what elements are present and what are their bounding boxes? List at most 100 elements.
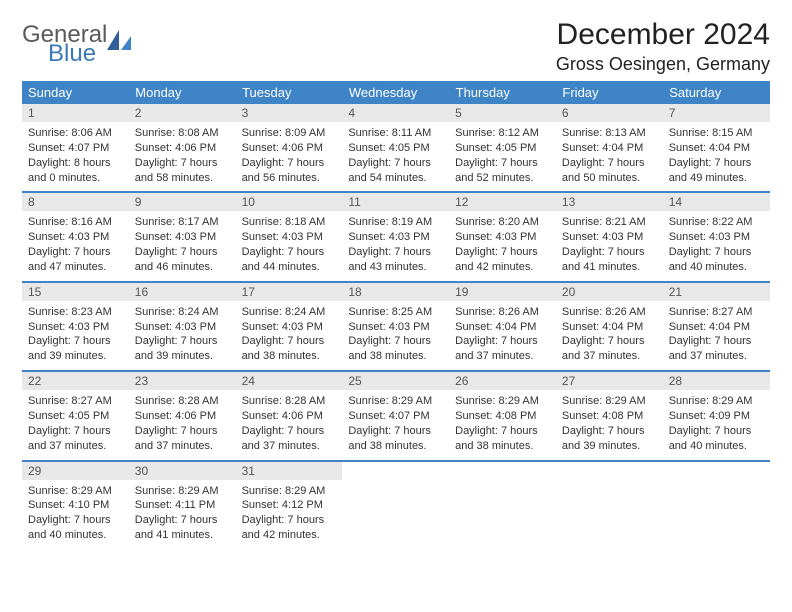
day-number: 23 xyxy=(129,372,236,390)
daylight-line2: and 39 minutes. xyxy=(28,349,123,364)
day-info: Sunrise: 8:29 AMSunset: 4:09 PMDaylight:… xyxy=(663,390,770,459)
sunset: Sunset: 4:03 PM xyxy=(242,230,337,245)
sunrise: Sunrise: 8:29 AM xyxy=(669,394,764,409)
sunrise: Sunrise: 8:29 AM xyxy=(28,484,123,499)
day-info: Sunrise: 8:28 AMSunset: 4:06 PMDaylight:… xyxy=(236,390,343,459)
daylight-line1: Daylight: 7 hours xyxy=(669,334,764,349)
day-info: Sunrise: 8:19 AMSunset: 4:03 PMDaylight:… xyxy=(342,211,449,280)
sunrise: Sunrise: 8:29 AM xyxy=(348,394,443,409)
daylight-line1: Daylight: 7 hours xyxy=(669,156,764,171)
sunset: Sunset: 4:03 PM xyxy=(28,320,123,335)
dow-thursday: Thursday xyxy=(449,81,556,104)
daylight-line1: Daylight: 7 hours xyxy=(455,424,550,439)
sunset: Sunset: 4:03 PM xyxy=(135,230,230,245)
day-number: 25 xyxy=(342,372,449,390)
sunrise: Sunrise: 8:28 AM xyxy=(135,394,230,409)
day-cell: 29Sunrise: 8:29 AMSunset: 4:10 PMDayligh… xyxy=(22,461,129,549)
daylight-line2: and 37 minutes. xyxy=(562,349,657,364)
daylight-line1: Daylight: 7 hours xyxy=(562,424,657,439)
sunrise: Sunrise: 8:29 AM xyxy=(562,394,657,409)
day-cell: 26Sunrise: 8:29 AMSunset: 4:08 PMDayligh… xyxy=(449,371,556,460)
week-row: 22Sunrise: 8:27 AMSunset: 4:05 PMDayligh… xyxy=(22,371,770,460)
day-number: 28 xyxy=(663,372,770,390)
day-cell: 31Sunrise: 8:29 AMSunset: 4:12 PMDayligh… xyxy=(236,461,343,549)
day-info: Sunrise: 8:06 AMSunset: 4:07 PMDaylight:… xyxy=(22,122,129,191)
week-row: 1Sunrise: 8:06 AMSunset: 4:07 PMDaylight… xyxy=(22,104,770,192)
day-number: 20 xyxy=(556,283,663,301)
daylight-line1: Daylight: 7 hours xyxy=(669,424,764,439)
daylight-line1: Daylight: 7 hours xyxy=(135,245,230,260)
day-cell: 18Sunrise: 8:25 AMSunset: 4:03 PMDayligh… xyxy=(342,282,449,371)
daylight-line2: and 37 minutes. xyxy=(28,439,123,454)
sunrise: Sunrise: 8:24 AM xyxy=(242,305,337,320)
sunrise: Sunrise: 8:21 AM xyxy=(562,215,657,230)
day-info: Sunrise: 8:24 AMSunset: 4:03 PMDaylight:… xyxy=(236,301,343,370)
daylight-line2: and 46 minutes. xyxy=(135,260,230,275)
day-info: Sunrise: 8:25 AMSunset: 4:03 PMDaylight:… xyxy=(342,301,449,370)
day-number: 15 xyxy=(22,283,129,301)
dow-wednesday: Wednesday xyxy=(342,81,449,104)
sunset: Sunset: 4:06 PM xyxy=(135,409,230,424)
dow-row: Sunday Monday Tuesday Wednesday Thursday… xyxy=(22,81,770,104)
day-number: 2 xyxy=(129,104,236,122)
daylight-line1: Daylight: 7 hours xyxy=(348,156,443,171)
daylight-line2: and 42 minutes. xyxy=(242,528,337,543)
day-number: 24 xyxy=(236,372,343,390)
day-cell: 24Sunrise: 8:28 AMSunset: 4:06 PMDayligh… xyxy=(236,371,343,460)
day-number: 4 xyxy=(342,104,449,122)
day-number: 27 xyxy=(556,372,663,390)
day-info: Sunrise: 8:21 AMSunset: 4:03 PMDaylight:… xyxy=(556,211,663,280)
daylight-line1: Daylight: 7 hours xyxy=(562,156,657,171)
day-cell: 15Sunrise: 8:23 AMSunset: 4:03 PMDayligh… xyxy=(22,282,129,371)
month-title: December 2024 xyxy=(556,18,770,52)
day-cell: 11Sunrise: 8:19 AMSunset: 4:03 PMDayligh… xyxy=(342,192,449,281)
daylight-line1: Daylight: 7 hours xyxy=(242,245,337,260)
day-cell: 17Sunrise: 8:24 AMSunset: 4:03 PMDayligh… xyxy=(236,282,343,371)
daylight-line1: Daylight: 7 hours xyxy=(348,245,443,260)
day-cell: 1Sunrise: 8:06 AMSunset: 4:07 PMDaylight… xyxy=(22,104,129,192)
day-number: 31 xyxy=(236,462,343,480)
sunset: Sunset: 4:11 PM xyxy=(135,498,230,513)
daylight-line1: Daylight: 7 hours xyxy=(562,245,657,260)
day-number: 1 xyxy=(22,104,129,122)
daylight-line2: and 37 minutes. xyxy=(669,349,764,364)
daylight-line2: and 40 minutes. xyxy=(669,260,764,275)
daylight-line2: and 38 minutes. xyxy=(348,349,443,364)
day-cell: 30Sunrise: 8:29 AMSunset: 4:11 PMDayligh… xyxy=(129,461,236,549)
day-number: 8 xyxy=(22,193,129,211)
daylight-line2: and 41 minutes. xyxy=(562,260,657,275)
sunrise: Sunrise: 8:11 AM xyxy=(348,126,443,141)
day-info: Sunrise: 8:16 AMSunset: 4:03 PMDaylight:… xyxy=(22,211,129,280)
day-info: Sunrise: 8:29 AMSunset: 4:08 PMDaylight:… xyxy=(449,390,556,459)
header: General Blue December 2024 Gross Oesinge… xyxy=(22,18,770,75)
daylight-line2: and 37 minutes. xyxy=(455,349,550,364)
day-info: Sunrise: 8:24 AMSunset: 4:03 PMDaylight:… xyxy=(129,301,236,370)
day-info: Sunrise: 8:27 AMSunset: 4:04 PMDaylight:… xyxy=(663,301,770,370)
day-cell: 19Sunrise: 8:26 AMSunset: 4:04 PMDayligh… xyxy=(449,282,556,371)
sunrise: Sunrise: 8:29 AM xyxy=(455,394,550,409)
day-cell: 20Sunrise: 8:26 AMSunset: 4:04 PMDayligh… xyxy=(556,282,663,371)
day-number: 10 xyxy=(236,193,343,211)
daylight-line1: Daylight: 7 hours xyxy=(348,334,443,349)
day-number: 17 xyxy=(236,283,343,301)
sunrise: Sunrise: 8:29 AM xyxy=(242,484,337,499)
daylight-line2: and 52 minutes. xyxy=(455,171,550,186)
sunrise: Sunrise: 8:22 AM xyxy=(669,215,764,230)
daylight-line1: Daylight: 8 hours xyxy=(28,156,123,171)
daylight-line2: and 38 minutes. xyxy=(348,439,443,454)
day-info: Sunrise: 8:29 AMSunset: 4:11 PMDaylight:… xyxy=(129,480,236,549)
daylight-line1: Daylight: 7 hours xyxy=(455,156,550,171)
daylight-line2: and 50 minutes. xyxy=(562,171,657,186)
logo: General Blue xyxy=(22,18,133,66)
sunset: Sunset: 4:05 PM xyxy=(28,409,123,424)
sunset: Sunset: 4:03 PM xyxy=(562,230,657,245)
daylight-line2: and 41 minutes. xyxy=(135,528,230,543)
sunrise: Sunrise: 8:08 AM xyxy=(135,126,230,141)
week-row: 15Sunrise: 8:23 AMSunset: 4:03 PMDayligh… xyxy=(22,282,770,371)
day-cell: 16Sunrise: 8:24 AMSunset: 4:03 PMDayligh… xyxy=(129,282,236,371)
day-cell: 10Sunrise: 8:18 AMSunset: 4:03 PMDayligh… xyxy=(236,192,343,281)
week-row: 29Sunrise: 8:29 AMSunset: 4:10 PMDayligh… xyxy=(22,461,770,549)
daylight-line2: and 39 minutes. xyxy=(562,439,657,454)
week-row: 8Sunrise: 8:16 AMSunset: 4:03 PMDaylight… xyxy=(22,192,770,281)
day-number: 13 xyxy=(556,193,663,211)
